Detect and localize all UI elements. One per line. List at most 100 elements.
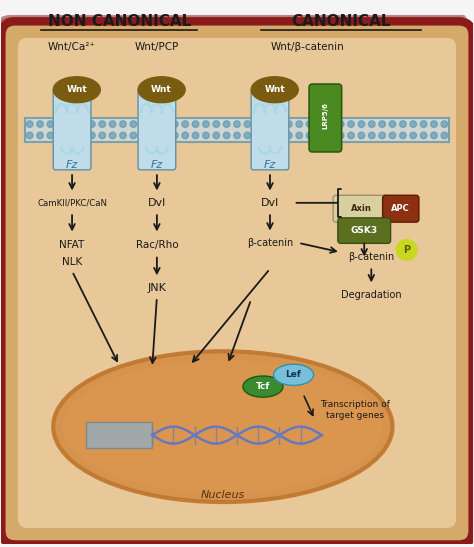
Text: Fz: Fz — [66, 160, 78, 170]
Circle shape — [327, 121, 334, 127]
Circle shape — [275, 132, 282, 139]
Circle shape — [441, 121, 447, 127]
Circle shape — [109, 121, 116, 127]
Circle shape — [368, 121, 375, 127]
Circle shape — [202, 121, 209, 127]
Circle shape — [57, 132, 64, 139]
Circle shape — [244, 121, 251, 127]
Circle shape — [151, 121, 157, 127]
Circle shape — [202, 132, 209, 139]
Text: Dvl: Dvl — [261, 198, 279, 208]
FancyBboxPatch shape — [18, 38, 456, 528]
Circle shape — [327, 132, 334, 139]
Circle shape — [296, 121, 302, 127]
FancyBboxPatch shape — [383, 195, 419, 222]
Text: Wnt: Wnt — [66, 85, 87, 94]
Circle shape — [192, 121, 199, 127]
Circle shape — [130, 121, 137, 127]
Text: Degradation: Degradation — [341, 290, 401, 300]
Circle shape — [182, 132, 189, 139]
Ellipse shape — [63, 360, 383, 493]
Circle shape — [140, 132, 147, 139]
Circle shape — [389, 121, 396, 127]
Text: β-catenin: β-catenin — [247, 238, 293, 248]
Circle shape — [47, 132, 54, 139]
Circle shape — [317, 121, 323, 127]
Circle shape — [348, 132, 355, 139]
Circle shape — [99, 121, 106, 127]
Circle shape — [255, 121, 261, 127]
Circle shape — [296, 132, 302, 139]
Text: CamKII/PKC/CaN: CamKII/PKC/CaN — [37, 199, 107, 207]
Circle shape — [78, 121, 85, 127]
Circle shape — [431, 121, 438, 127]
FancyBboxPatch shape — [251, 90, 289, 170]
Ellipse shape — [53, 77, 100, 103]
Text: Wnt/Ca²⁺: Wnt/Ca²⁺ — [48, 42, 96, 53]
Circle shape — [379, 132, 385, 139]
Text: LRP5/6: LRP5/6 — [322, 102, 328, 129]
Circle shape — [244, 132, 251, 139]
Text: Nucleus: Nucleus — [201, 490, 245, 500]
Circle shape — [265, 121, 272, 127]
Circle shape — [57, 121, 64, 127]
Text: β-catenin: β-catenin — [348, 252, 394, 262]
Circle shape — [47, 121, 54, 127]
Circle shape — [337, 121, 344, 127]
Text: Wnt: Wnt — [151, 85, 172, 94]
Circle shape — [306, 121, 313, 127]
Circle shape — [130, 132, 137, 139]
Circle shape — [358, 121, 365, 127]
Circle shape — [379, 121, 385, 127]
Text: Lef: Lef — [286, 370, 301, 379]
Circle shape — [420, 132, 427, 139]
Circle shape — [161, 121, 168, 127]
Text: Axin: Axin — [351, 204, 372, 213]
Circle shape — [400, 132, 406, 139]
Circle shape — [161, 132, 168, 139]
Circle shape — [368, 132, 375, 139]
Text: Dvl: Dvl — [148, 198, 166, 208]
Text: APC: APC — [392, 204, 410, 213]
Circle shape — [68, 132, 74, 139]
FancyBboxPatch shape — [338, 218, 391, 243]
Circle shape — [234, 132, 240, 139]
FancyBboxPatch shape — [138, 90, 176, 170]
Circle shape — [27, 121, 33, 127]
Circle shape — [337, 132, 344, 139]
Circle shape — [78, 132, 85, 139]
Circle shape — [389, 132, 396, 139]
Circle shape — [410, 121, 417, 127]
Circle shape — [36, 121, 43, 127]
Circle shape — [348, 121, 355, 127]
Circle shape — [285, 132, 292, 139]
Ellipse shape — [243, 376, 283, 397]
Text: JNK: JNK — [147, 283, 166, 293]
FancyBboxPatch shape — [1, 21, 473, 544]
Circle shape — [306, 132, 313, 139]
Text: GSK3: GSK3 — [351, 226, 378, 235]
Text: CANONICAL: CANONICAL — [291, 14, 391, 29]
FancyBboxPatch shape — [333, 195, 391, 222]
Text: Tcf: Tcf — [256, 382, 270, 391]
Circle shape — [36, 132, 43, 139]
FancyBboxPatch shape — [25, 118, 449, 142]
Circle shape — [396, 240, 417, 260]
Text: Transcription of
target genes: Transcription of target genes — [320, 400, 390, 420]
Text: Fz: Fz — [264, 160, 276, 170]
Circle shape — [140, 121, 147, 127]
Circle shape — [275, 121, 282, 127]
Circle shape — [192, 132, 199, 139]
Circle shape — [285, 121, 292, 127]
Ellipse shape — [138, 77, 185, 103]
Circle shape — [223, 132, 230, 139]
Text: NLK: NLK — [62, 257, 82, 267]
Circle shape — [400, 121, 406, 127]
Circle shape — [119, 132, 126, 139]
Ellipse shape — [273, 364, 314, 386]
Circle shape — [358, 132, 365, 139]
Bar — [86, 422, 152, 448]
Circle shape — [441, 132, 447, 139]
Text: Wnt: Wnt — [264, 85, 285, 94]
Circle shape — [99, 132, 106, 139]
